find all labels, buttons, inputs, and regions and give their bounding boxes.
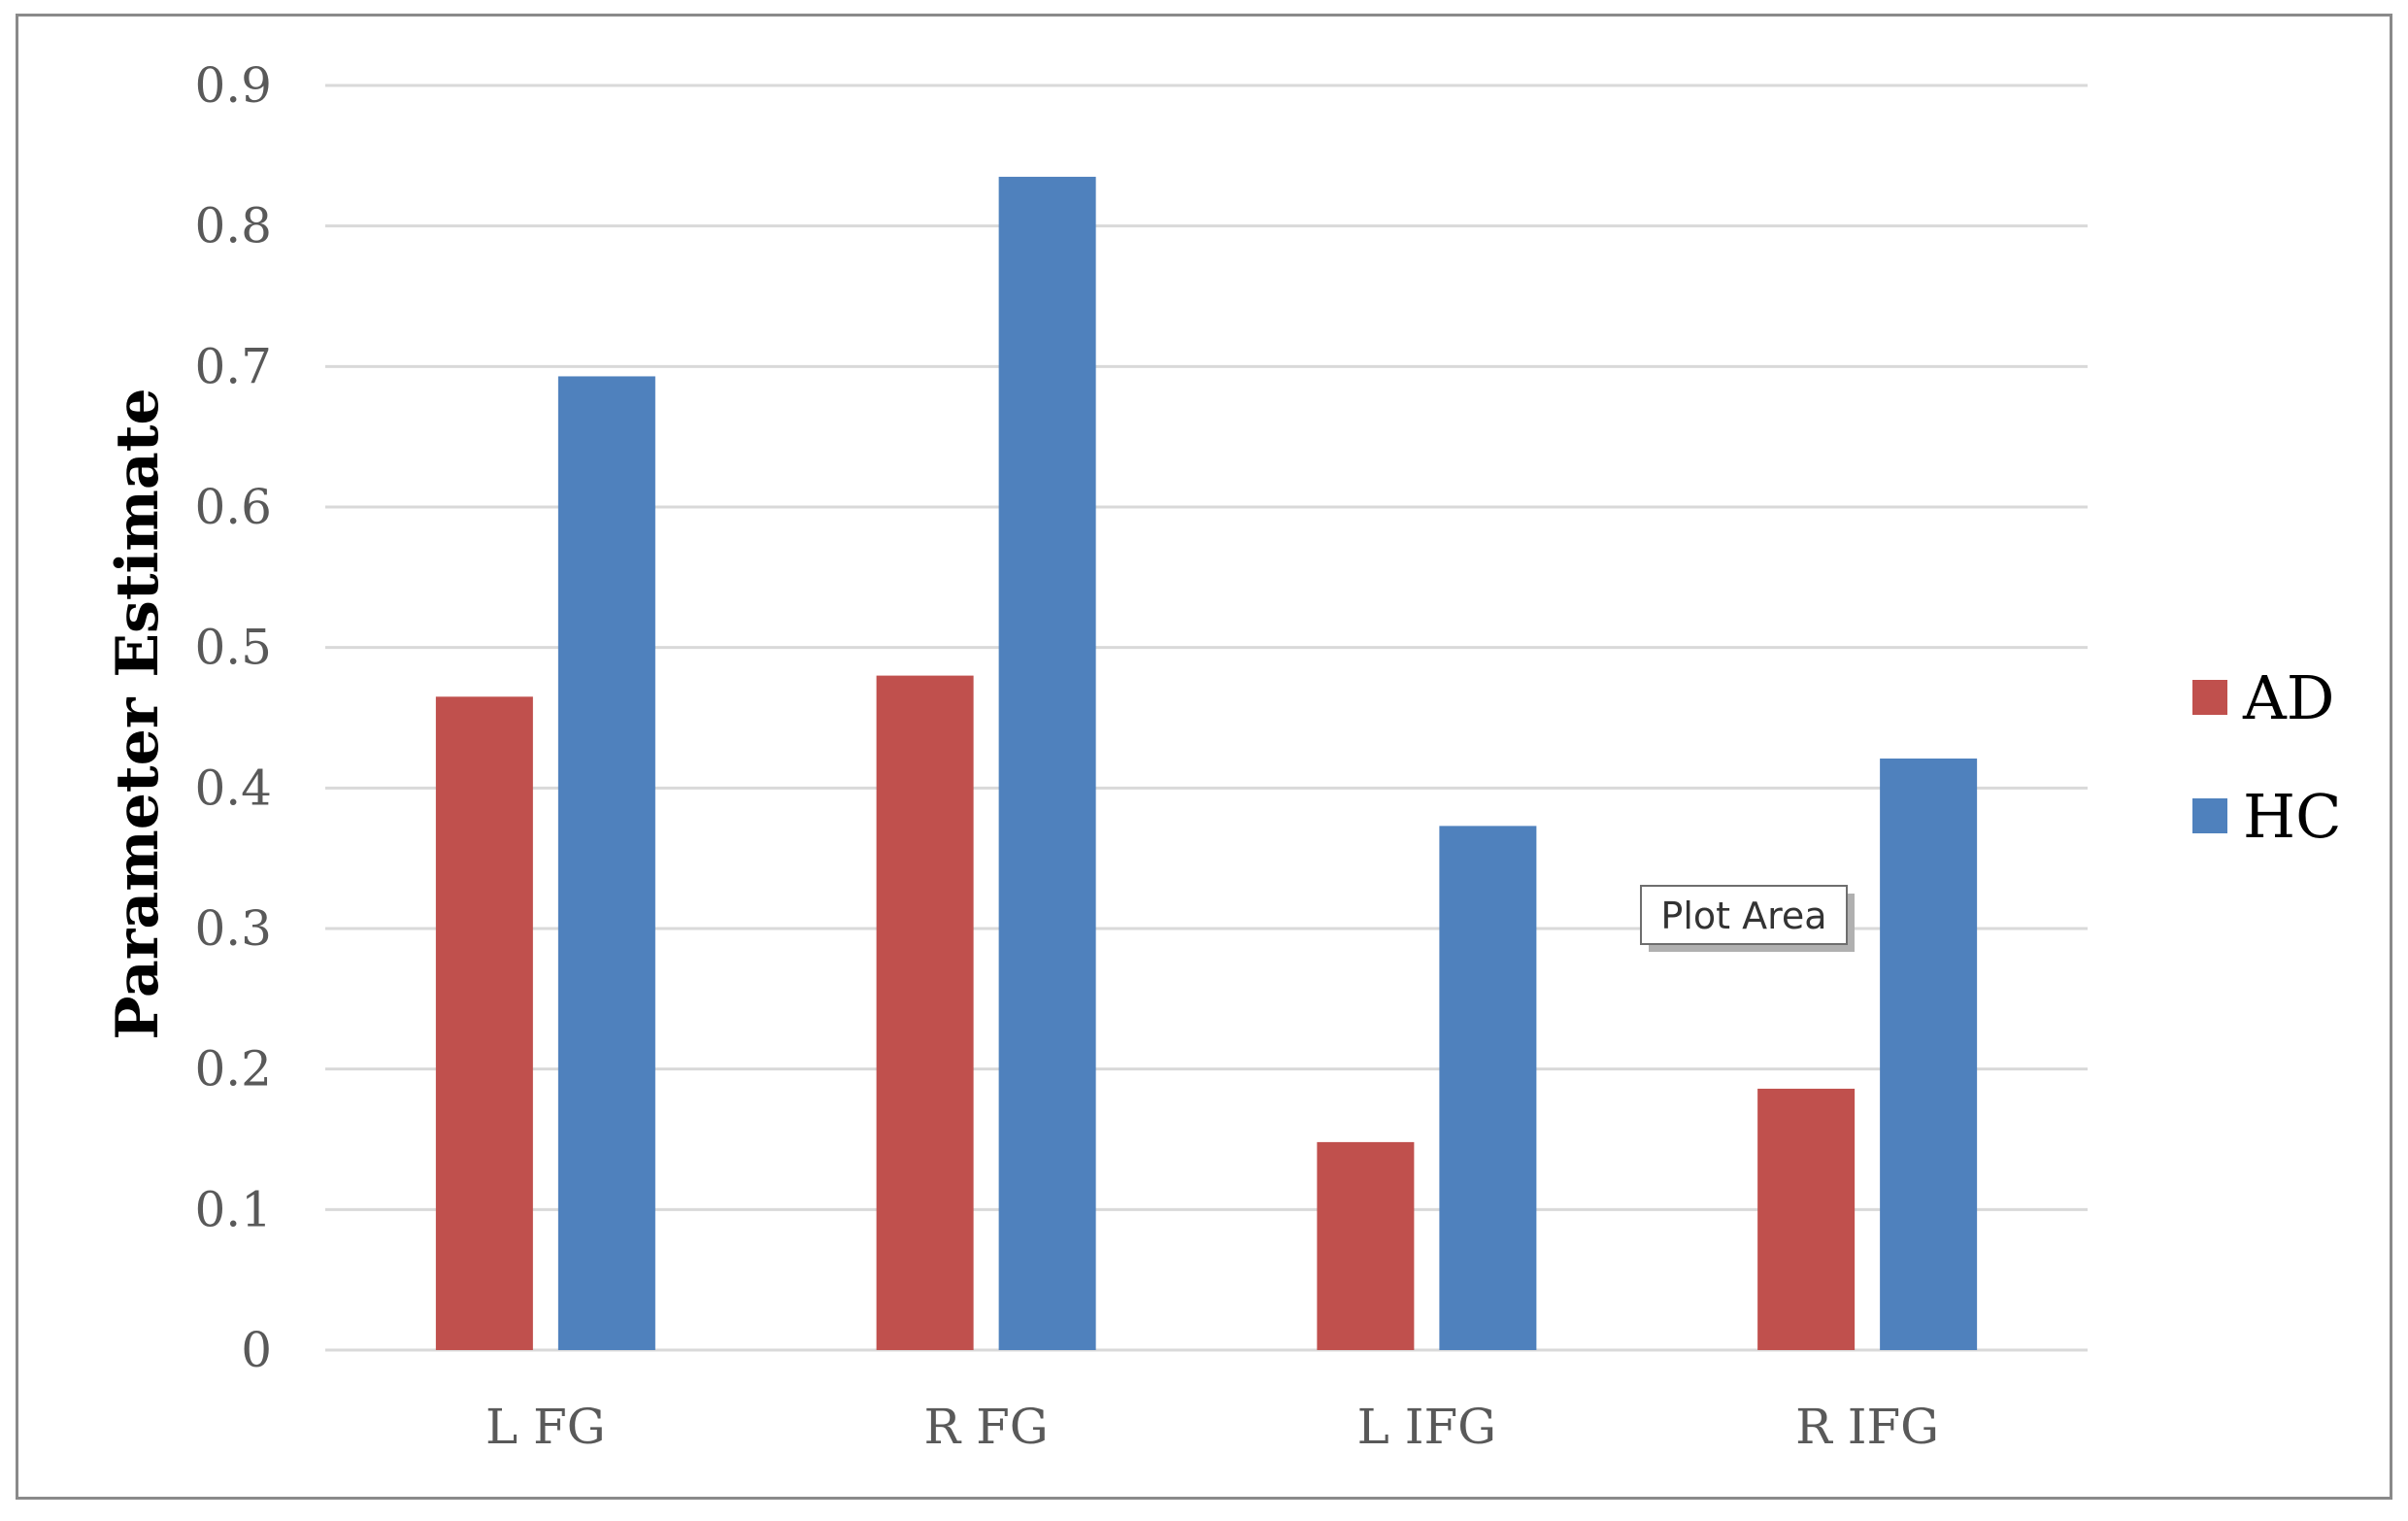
chart-frame xyxy=(16,14,2392,1500)
x-tick-label: L FG xyxy=(485,1399,606,1455)
y-tick-label: 0.5 xyxy=(194,620,272,676)
bar-ad-l-ifg xyxy=(1317,1141,1415,1350)
x-tick-label: R IFG xyxy=(1795,1399,1939,1455)
bar-hc-r-ifg xyxy=(1880,758,1978,1350)
legend-label-hc: HC xyxy=(2243,781,2342,852)
y-tick-label: 0.4 xyxy=(194,760,272,816)
legend-swatch-hc xyxy=(2192,798,2227,833)
y-tick-label: 0.1 xyxy=(194,1181,272,1237)
bar-hc-l-fg xyxy=(557,376,655,1351)
y-tick-label: 0.6 xyxy=(194,479,272,535)
legend-swatch-ad xyxy=(2192,680,2227,715)
bar-hc-l-ifg xyxy=(1439,826,1537,1350)
y-tick-label: 0.8 xyxy=(194,198,272,254)
x-tick-label: L IFG xyxy=(1357,1399,1496,1455)
plot-area-tooltip: Plot Area xyxy=(1640,885,1855,952)
bars xyxy=(435,177,1978,1351)
y-tick-label: 0.9 xyxy=(194,57,272,114)
bar-ad-l-fg xyxy=(435,696,533,1350)
bar-ad-r-fg xyxy=(876,675,974,1350)
y-tick-label: 0 xyxy=(241,1322,272,1378)
bar-ad-r-ifg xyxy=(1757,1088,1856,1350)
y-axis-title: Parameter Estimate xyxy=(104,388,172,1039)
legend-label-ad: AD xyxy=(2242,662,2334,733)
x-axis-ticks: L FG R FG L IFG R IFG xyxy=(485,1399,1939,1455)
bar-hc-r-fg xyxy=(998,177,1096,1351)
y-tick-label: 0.7 xyxy=(194,338,272,394)
y-tick-label: 0.2 xyxy=(194,1041,272,1098)
tooltip-label: Plot Area xyxy=(1660,895,1826,937)
y-tick-label: 0.3 xyxy=(194,900,272,957)
x-tick-label: R FG xyxy=(924,1399,1049,1455)
legend: AD HC xyxy=(2192,662,2342,852)
y-axis-ticks: 0 0.1 0.2 0.3 0.4 0.5 0.6 0.7 0.8 0.9 xyxy=(194,57,272,1378)
